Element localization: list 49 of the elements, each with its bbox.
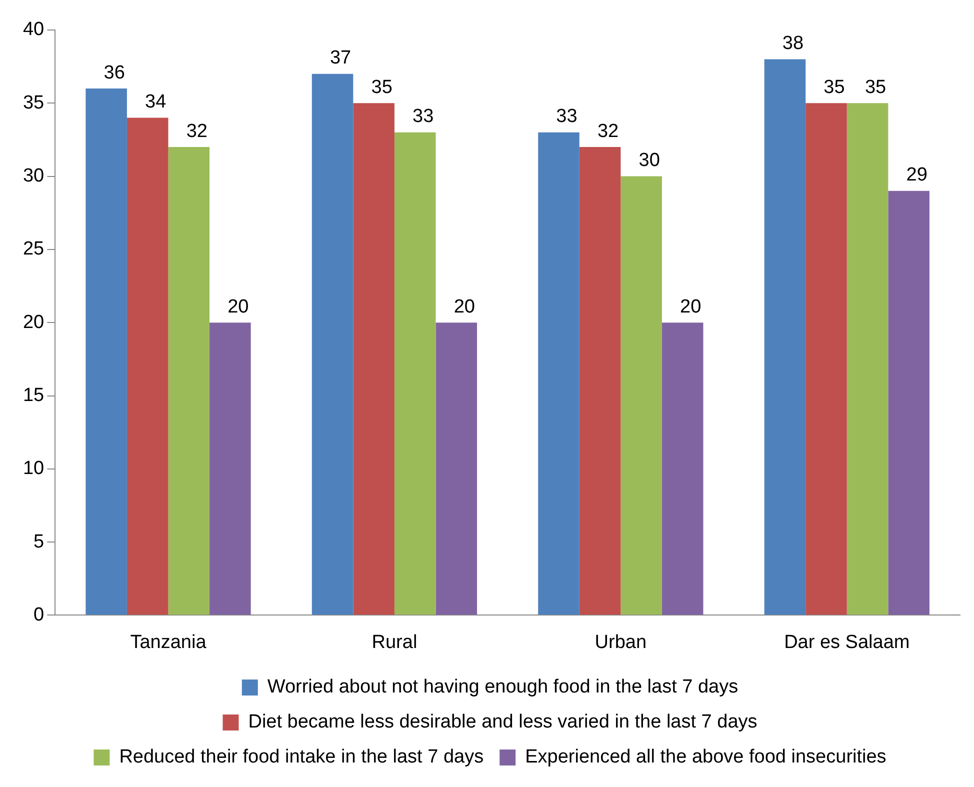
bar <box>210 322 251 615</box>
y-tick-label: 30 <box>22 166 44 187</box>
data-label: 36 <box>104 62 125 84</box>
y-tick-label: 5 <box>34 531 44 552</box>
y-tick-label: 40 <box>22 19 44 40</box>
bar <box>86 88 127 615</box>
legend-label: Diet became less desirable and less varied in the last 7 days <box>248 712 758 733</box>
bar <box>168 147 210 615</box>
y-tick-label: 15 <box>22 384 44 406</box>
bar <box>764 59 806 615</box>
data-label: 38 <box>782 32 804 54</box>
bar <box>436 322 478 615</box>
legend-label: Worried about not having enough food in the last 7 days <box>267 676 738 698</box>
bar <box>394 132 436 615</box>
y-tick-label: 20 <box>22 312 44 333</box>
data-label: 34 <box>145 92 167 113</box>
data-label: 33 <box>412 106 434 128</box>
x-tick-label: Tanzania <box>130 632 207 653</box>
legend-label: Experienced all the above food insecurities <box>525 746 886 768</box>
x-tick-label: Rural <box>372 632 418 653</box>
y-tick-label: 25 <box>22 238 44 260</box>
data-label: 37 <box>330 48 352 69</box>
data-label: 32 <box>186 120 208 142</box>
data-label: 30 <box>638 150 660 172</box>
data-label: 35 <box>371 76 392 98</box>
bar <box>126 118 168 615</box>
legend-label: Reduced their food intake in the last 7 days <box>119 746 484 768</box>
data-label: 35 <box>824 76 845 98</box>
bar <box>353 103 394 615</box>
y-tick-label: 10 <box>22 458 44 480</box>
bar <box>806 103 847 615</box>
bar <box>662 322 704 615</box>
data-label: 33 <box>556 106 578 128</box>
x-tick-label: Urban <box>594 632 647 653</box>
data-label: 29 <box>906 164 928 186</box>
bar <box>579 147 621 615</box>
data-label: 35 <box>864 76 886 98</box>
y-tick-label: 0 <box>34 604 44 626</box>
data-label: 20 <box>454 296 475 318</box>
data-label: 20 <box>680 296 702 318</box>
data-label: 20 <box>228 296 249 318</box>
bar <box>846 103 888 615</box>
bar <box>620 176 662 615</box>
bar <box>888 190 930 615</box>
x-tick-label: Dar es Salaam <box>784 632 910 653</box>
bar <box>538 132 580 615</box>
data-label: 32 <box>597 120 619 142</box>
y-tick-label: 35 <box>22 92 44 114</box>
bar <box>312 74 354 615</box>
